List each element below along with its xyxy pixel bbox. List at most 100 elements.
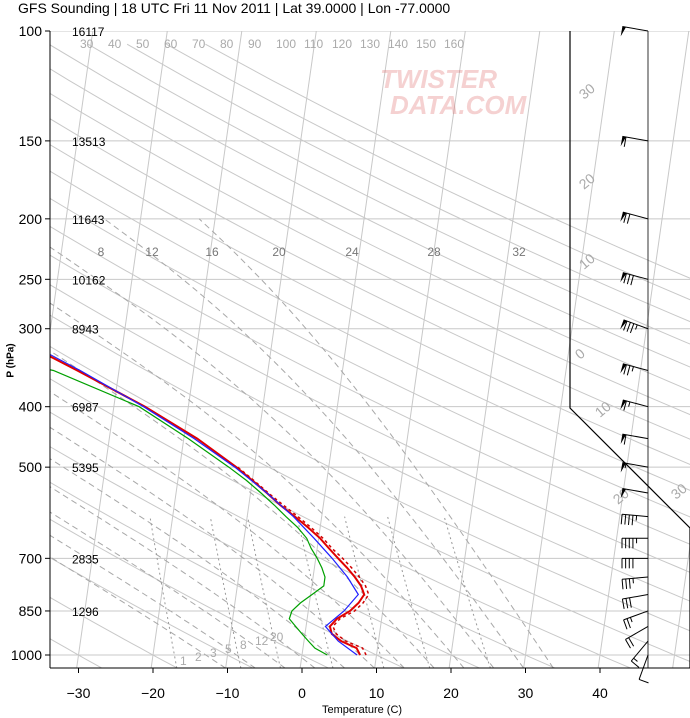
y-tick-label: 400 — [19, 399, 43, 415]
x-tick-label: −10 — [216, 685, 240, 701]
mixing-ratio-line — [344, 516, 385, 668]
dry-adiabat-label: 100 — [276, 37, 296, 51]
barb-flag — [623, 273, 627, 284]
barb-flag — [630, 275, 634, 286]
height-label: 11643 — [72, 213, 105, 227]
dry-adiabat — [87, 43, 690, 345]
hodograph-boundary — [569, 31, 690, 668]
series-virtual-temperature — [237, 466, 370, 656]
moist-adiabat — [50, 426, 375, 668]
wind-barb — [621, 537, 648, 549]
barb-shaft — [622, 433, 649, 440]
barb-shaft — [622, 487, 649, 494]
dry-adiabat-label: 70 — [192, 37, 206, 51]
dry-adiabat — [126, 43, 690, 323]
x-axis-label: Temperature (C) — [322, 704, 403, 716]
barb-flag — [628, 637, 635, 647]
barb-flag — [628, 578, 631, 589]
wind-barb — [620, 211, 649, 224]
isotherm-label: 10 — [576, 250, 598, 272]
series-parcel — [50, 353, 360, 656]
wind-barb — [621, 576, 649, 590]
y-tick-label: 200 — [19, 211, 43, 227]
dry-adiabat — [50, 144, 690, 465]
barb-flag — [631, 515, 634, 526]
wind-barb — [630, 640, 649, 668]
wind-barb — [620, 272, 649, 286]
height-label: 1296 — [72, 605, 99, 619]
wind-barb — [620, 513, 649, 526]
height-label: 8943 — [72, 323, 99, 337]
mixing-ratio-label: 12 — [145, 245, 159, 259]
mixing-ratio-label: 20 — [272, 245, 286, 259]
barb-shaft — [622, 462, 649, 468]
height-label: 13513 — [72, 135, 106, 149]
barb-flag — [623, 136, 627, 147]
dry-adiabat — [50, 596, 178, 668]
dry-adiabat-label: 130 — [360, 37, 380, 51]
dry-adiabat — [50, 556, 254, 668]
y-tick-label: 300 — [19, 321, 43, 337]
isotherm — [299, 31, 392, 668]
barb-flag — [623, 619, 628, 630]
dry-adiabat — [50, 446, 481, 668]
watermark-text: TWISTER — [380, 64, 497, 94]
wind-barbs — [569, 25, 690, 684]
barb-pennant — [620, 462, 626, 473]
barb-pennant — [620, 26, 626, 37]
y-tick-label: 850 — [19, 603, 43, 619]
dry-adiabat-label: 60 — [164, 37, 178, 51]
isotherm — [50, 31, 94, 336]
barb-flag — [623, 400, 627, 411]
wind-barb — [620, 363, 649, 376]
moist-adiabat — [50, 350, 435, 668]
barb-shaft — [622, 399, 649, 408]
wind-barb — [620, 135, 649, 147]
dry-adiabat-label: 140 — [388, 37, 408, 51]
x-tick-label: −30 — [67, 685, 91, 701]
dry-adiabat-label: 2 — [195, 650, 202, 664]
dry-adiabat-label: 8 — [240, 638, 247, 652]
y-tick-label: 100 — [19, 23, 43, 39]
dry-adiabat-label: 20 — [270, 630, 284, 644]
barb-shaft — [622, 576, 649, 580]
barb-flag — [623, 434, 627, 445]
chart-title: GFS Sounding | 18 UTC Fri 11 Nov 2011 | … — [18, 0, 451, 16]
dry-adiabat — [50, 118, 690, 440]
barb-pennant — [620, 136, 626, 147]
isotherm — [76, 31, 168, 668]
height-label: 5395 — [72, 461, 99, 475]
barb-shaft — [622, 211, 649, 220]
barb-pennant — [620, 434, 626, 444]
mixing-ratio-line — [149, 516, 178, 668]
dry-adiabat — [50, 284, 690, 602]
barb-shaft — [622, 363, 649, 371]
barb-shaft — [622, 135, 649, 142]
barb-flag — [629, 597, 632, 608]
barb-flag — [626, 618, 631, 629]
series-temperature — [50, 355, 366, 656]
mixing-ratio-label: 28 — [427, 245, 441, 259]
isotherm-label: 0 — [572, 345, 588, 362]
wind-barb — [623, 610, 649, 630]
barb-shaft — [625, 626, 649, 640]
barb-shaft — [638, 654, 649, 680]
mixing-ratio-line — [387, 516, 431, 668]
barb-flag — [625, 598, 629, 609]
barb-flag — [620, 514, 623, 525]
barb-half-flag — [633, 657, 638, 662]
barb-flag — [638, 678, 649, 684]
x-tick-label: 0 — [298, 685, 306, 701]
dry-adiabat-label: 40 — [108, 37, 122, 51]
dry-adiabat — [50, 44, 690, 368]
wind-barb — [621, 557, 648, 569]
dry-adiabat-label: 150 — [416, 37, 436, 51]
barb-flag — [625, 578, 628, 589]
isotherm — [597, 31, 690, 668]
isotherm — [150, 31, 243, 668]
moist-adiabat — [103, 218, 525, 668]
dry-adiabat-label: 30 — [80, 37, 94, 51]
mixing-ratio-line — [247, 516, 281, 668]
dry-adiabat-label: 12 — [255, 634, 269, 648]
